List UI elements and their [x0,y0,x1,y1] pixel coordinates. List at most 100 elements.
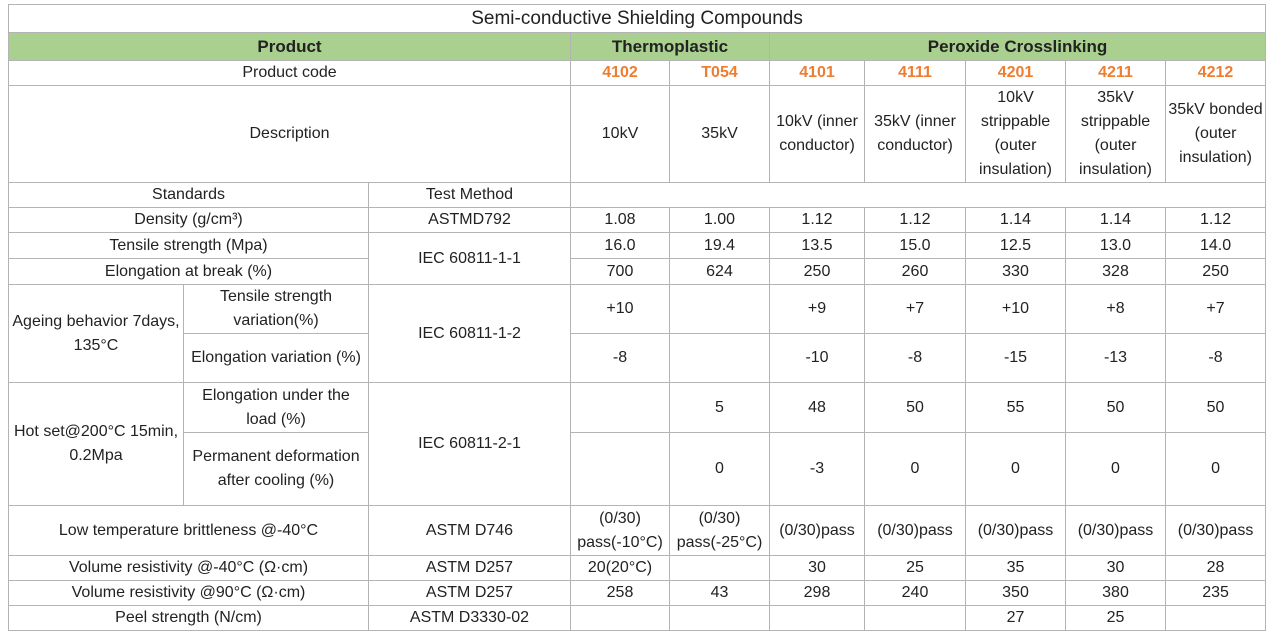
value-cell: 43 [669,580,770,606]
value-cell: -15 [965,333,1066,383]
empty-cell [669,555,770,581]
product-code: 4201 [965,60,1066,86]
property-row: Elongation variation (%) -8 -10 -8 -15 -13 -8 [9,333,1267,383]
value-cell: 19.4 [669,232,770,259]
value-cell: -10 [769,333,865,383]
row-label: Peel strength (N/cm) [8,605,369,631]
value-cell: 27 [965,605,1066,631]
product-code: 4101 [769,60,865,86]
row-label: Tensile strength (Mpa) [8,232,369,259]
value-cell: 50 [1065,382,1166,433]
value-cell: 12.5 [965,232,1066,259]
value-cell: (0/30)pass [864,505,966,556]
empty-cell [569,182,1267,208]
test-method: ASTM D257 [368,580,571,606]
table-title: Semi-conductive Shielding Compounds [7,4,1267,33]
value-cell: 35 [965,555,1066,581]
property-row: Peel strength (N/cm) ASTM D3330-02 27 25 [8,605,1267,631]
test-method: IEC 60811-2-1 [368,382,571,506]
description-row: Description 10kV 35kV 10kV (inner conductor… [8,85,1267,183]
value-cell: +7 [864,284,966,334]
value-cell: 10kV (inner conductor) [769,85,865,183]
value-cell: 35kV (inner conductor) [864,85,966,183]
property-row: Volume resistivity @-40°C (Ω·cm) ASTM D25… [8,555,1267,581]
product-code: 4212 [1164,60,1267,86]
empty-cell [570,382,670,433]
value-cell: 50 [864,382,966,433]
empty-cell [570,432,670,506]
property-row: Elongation at break (%) 700 624 250 260 330 32… [8,258,1267,285]
value-cell: +7 [1164,284,1267,334]
value-cell: +10 [965,284,1066,334]
empty-cell [669,284,770,334]
value-cell: 624 [669,258,770,285]
value-cell: (0/30)pass [1065,505,1166,556]
table-body: Semi-conductive Shielding Compounds Produ… [7,4,1267,631]
value-cell: 380 [1065,580,1166,606]
value-cell: 1.14 [1065,207,1166,233]
property-row: Hot set@200°C 15min, 0.2Mpa Elongation un… [8,382,1267,506]
header-cell: Product [8,32,571,61]
value-cell: -8 [570,333,670,383]
test-method: ASTM D746 [368,505,571,556]
code-row: Product code 4102 T054 4101 4111 4201 4211 4212 [8,60,1267,86]
test-method: IEC 60811-1-2 [368,284,571,383]
property-row: Tensile strength (Mpa) IEC 60811-1-1 16.0 1… [8,232,1267,285]
row-label: Density (g/cm³) [8,207,369,233]
test-method: ASTMD792 [368,207,571,233]
value-cell: -3 [769,432,865,506]
value-cell: 0 [1065,432,1166,506]
empty-cell [769,605,865,631]
value-cell: 260 [864,258,966,285]
empty-cell [669,333,770,383]
value-cell: 48 [769,382,865,433]
group-label: Hot set@200°C 15min, 0.2Mpa [8,382,184,506]
value-cell: +8 [1065,284,1166,334]
columns-row: Standards Test Method [8,182,1267,208]
value-cell: 1.12 [864,207,966,233]
row-label: Description [8,85,571,183]
property-row: Permanent deformation after cooling (%) 0… [9,432,1267,506]
value-cell: 16.0 [570,232,670,259]
property-row: Low temperature brittleness @-40°C ASTM D… [8,505,1267,556]
row-label: Elongation variation (%) [183,333,369,383]
value-cell: 13.5 [769,232,865,259]
column-label: Standards [8,182,369,208]
value-cell: 1.08 [570,207,670,233]
value-cell: (0/30)pass [1164,505,1267,556]
value-cell: 25 [1065,605,1166,631]
value-cell: 298 [769,580,865,606]
row-label: Elongation at break (%) [8,258,369,285]
value-cell: 240 [864,580,966,606]
value-cell: 1.12 [769,207,865,233]
group-label: Ageing behavior 7days, 135°C [8,284,184,383]
column-label: Test Method [368,182,571,208]
header-cell: Peroxide Crosslinking [768,32,1267,61]
value-cell: 250 [769,258,865,285]
value-cell: 330 [965,258,1066,285]
value-cell: (0/30) pass(-25°C) [669,505,770,556]
value-cell: 15.0 [864,232,966,259]
value-cell: 0 [864,432,966,506]
test-method: ASTM D3330-02 [368,605,571,631]
value-cell: 235 [1164,580,1267,606]
spec-table: Semi-conductive Shielding Compounds Produ… [7,4,1267,631]
property-row: Density (g/cm³) ASTMD792 1.08 1.00 1.12 1.12 1… [8,207,1267,233]
value-cell: -8 [864,333,966,383]
value-cell: 250 [1164,258,1267,285]
value-cell: +10 [570,284,670,334]
value-cell: 1.00 [669,207,770,233]
empty-cell [1164,605,1267,631]
header-cell: Thermoplastic [570,32,770,61]
value-cell: (0/30)pass [769,505,865,556]
value-cell: (0/30) pass(-10°C) [570,505,670,556]
product-code: 4111 [864,60,966,86]
test-method: IEC 60811-1-1 [368,232,571,285]
value-cell: 0 [669,432,770,506]
value-cell: 328 [1065,258,1166,285]
value-cell: 13.0 [1065,232,1166,259]
value-cell: 35kV [669,85,770,183]
value-cell: +9 [769,284,865,334]
